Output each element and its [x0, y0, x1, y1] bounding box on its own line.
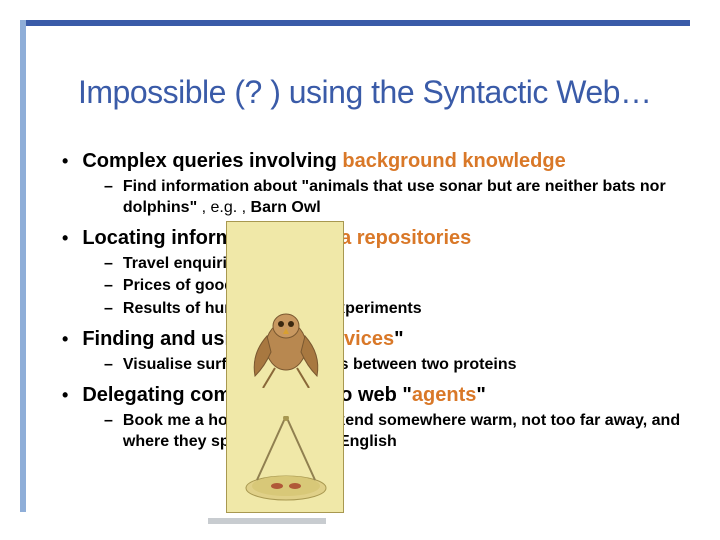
sub-text: Travel enquiries	[123, 254, 682, 275]
sub-bullet: – Book me a holiday next weekend somewhe…	[104, 411, 682, 453]
bullet-text: Complex queries involving	[82, 150, 342, 172]
bullet-text-post: "	[394, 328, 403, 350]
bullet-marker: •	[62, 329, 68, 350]
bullet-2: • Locating information in data repositor…	[62, 227, 682, 250]
sub-bullet: – Prices of goods and services	[104, 276, 682, 297]
slide-content: • Complex queries involving background k…	[62, 142, 682, 454]
bullet-marker: •	[62, 151, 68, 172]
dash-marker: –	[104, 411, 113, 432]
sub-text: Results of human genome experiments	[123, 299, 682, 320]
slide-title: Impossible (? ) using the Syntactic Web…	[78, 74, 651, 111]
dash-marker: –	[104, 276, 113, 297]
compass-plate-icon	[227, 416, 345, 506]
owl-icon	[245, 308, 327, 388]
dash-marker: –	[104, 177, 113, 198]
bullet-4: • Delegating complex tasks to web "agent…	[62, 384, 682, 407]
sub-bullet: – Visualise surface interactions between…	[104, 355, 682, 376]
bullet-text-post: "	[476, 384, 485, 406]
sub-text: Visualise surface interactions between t…	[123, 355, 682, 376]
sub-bullet: – Travel enquiries	[104, 254, 682, 275]
dash-marker: –	[104, 254, 113, 275]
bullet-3: • Finding and using "web services"	[62, 328, 682, 351]
dash-marker: –	[104, 299, 113, 320]
bullet-marker: •	[62, 228, 68, 249]
dash-marker: –	[104, 355, 113, 376]
bullet-accent: agents	[412, 384, 476, 406]
sub-bullet: – Find information about "animals that u…	[104, 177, 682, 219]
bullet-1: • Complex queries involving background k…	[62, 150, 682, 173]
owl-illustration	[226, 221, 344, 513]
sub-text: Prices of goods and services	[123, 276, 682, 297]
slide-border-left	[20, 20, 26, 512]
sub-trail-thin: , e.g. ,	[202, 199, 251, 216]
bullet-accent: background knowledge	[342, 150, 565, 172]
slide-border-top	[20, 20, 690, 26]
illustration-shadow	[208, 518, 326, 524]
sub-text: Book me a holiday next weekend somewhere…	[123, 411, 682, 453]
sub-trail-bold: Barn Owl	[251, 199, 321, 216]
sub-bullet: – Results of human genome experiments	[104, 299, 682, 320]
bullet-marker: •	[62, 385, 68, 406]
